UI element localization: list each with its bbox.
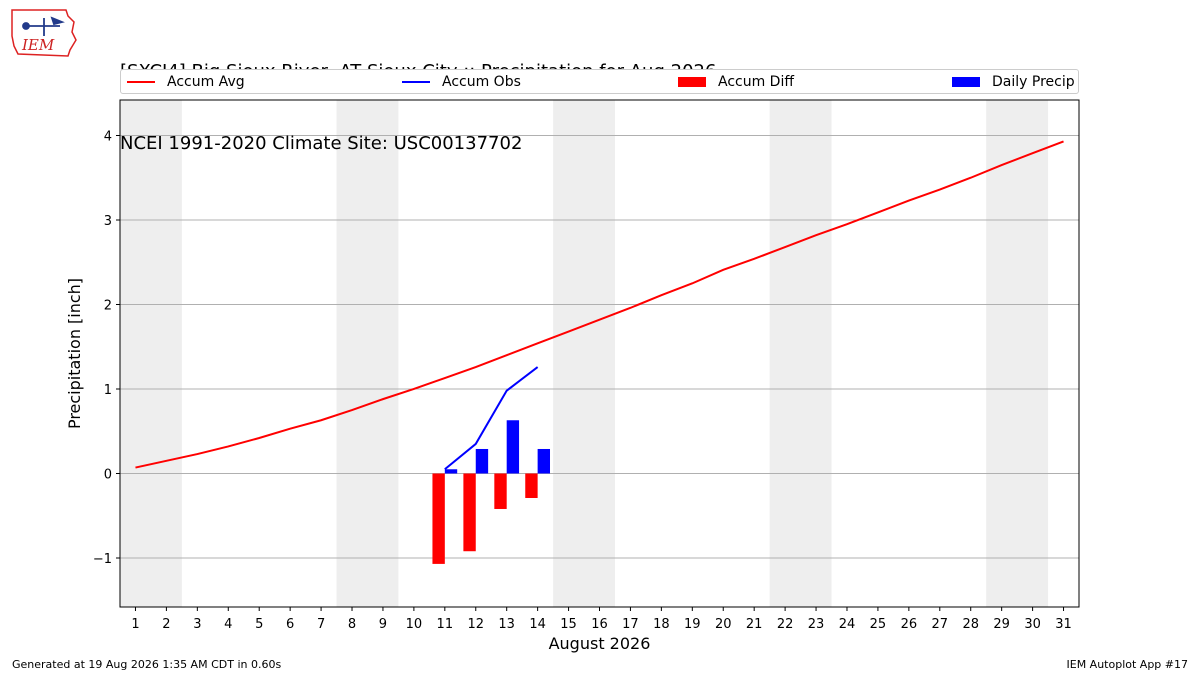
x-tick-label: 13 <box>498 617 515 632</box>
x-tick-label: 9 <box>379 617 387 632</box>
daily-precip-bar <box>475 448 489 474</box>
weekend-band <box>336 100 399 607</box>
accum-diff-bar <box>525 473 538 498</box>
y-axis: −1 0 1 2 3 4 <box>93 129 120 567</box>
legend-item-daily-precip: Daily Precip <box>952 70 1075 94</box>
y-tick-label: 2 <box>104 298 112 313</box>
x-tick-label: 26 <box>901 617 918 632</box>
iem-logo: IEM <box>11 9 77 57</box>
legend-label: Accum Avg <box>167 74 245 90</box>
accum-diff-bar <box>494 473 507 509</box>
legend-label: Accum Obs <box>442 74 521 90</box>
legend: Accum Avg Accum Obs Accum Diff Daily Pre… <box>120 69 1079 94</box>
x-tick-label: 22 <box>777 617 794 632</box>
title-line-2: NCEI 1991-2020 Climate Site: USC00137702 <box>120 133 523 154</box>
x-tick-label: 1 <box>131 617 139 632</box>
x-tick-label: 14 <box>529 617 546 632</box>
x-tick-label: 4 <box>224 617 232 632</box>
y-tick-label: 1 <box>104 383 112 398</box>
x-tick-label: 12 <box>467 617 484 632</box>
weekend-band <box>986 100 1049 607</box>
x-tick-label: 3 <box>193 617 201 632</box>
x-tick-label: 31 <box>1055 617 1072 632</box>
x-tick-label: 25 <box>870 617 887 632</box>
y-tick-label: 4 <box>104 129 112 144</box>
daily-precip-bar <box>506 420 520 474</box>
x-tick-label: 28 <box>962 617 979 632</box>
x-tick-label: 24 <box>839 617 856 632</box>
x-tick-label: 23 <box>808 617 825 632</box>
x-tick-label: 2 <box>162 617 170 632</box>
weekend-band <box>120 100 182 607</box>
x-tick-label: 18 <box>653 617 670 632</box>
x-tick-label: 17 <box>622 617 639 632</box>
footer-app-id: IEM Autoplot App #17 <box>1066 658 1189 671</box>
x-tick-label: 27 <box>932 617 949 632</box>
weekend-band <box>769 100 832 607</box>
accum-diff-bar <box>463 473 476 552</box>
y-tick-label: 0 <box>104 467 112 482</box>
x-tick-label: 30 <box>1024 617 1041 632</box>
x-tick-label: 15 <box>560 617 577 632</box>
x-tick-label: 19 <box>684 617 701 632</box>
legend-item-accum-avg: Accum Avg <box>127 70 245 94</box>
legend-swatch-box <box>952 77 980 87</box>
chart-title: [SXCI4] Big Sioux River AT Sioux City ::… <box>120 12 716 180</box>
y-tick-label: −1 <box>93 552 112 567</box>
x-axis-label: August 2026 <box>549 634 651 653</box>
x-axis: 1 2 3 4 5 6 7 8 9 10 11 12 13 14 15 16 17 18 19 20 21 22 23 24 2… <box>131 607 1072 632</box>
y-gridlines <box>120 134 1079 559</box>
logo-text: IEM <box>21 36 55 54</box>
x-tick-label: 10 <box>406 617 423 632</box>
x-tick-label: 16 <box>591 617 608 632</box>
line-series <box>135 140 1064 471</box>
x-tick-label: 6 <box>286 617 294 632</box>
legend-item-accum-diff: Accum Diff <box>678 70 794 94</box>
x-tick-label: 7 <box>317 617 325 632</box>
legend-label: Accum Diff <box>718 74 795 90</box>
footer-generated: Generated at 19 Aug 2026 1:35 AM CDT in … <box>12 658 282 671</box>
x-tick-label: 11 <box>437 617 454 632</box>
legend-swatch-box <box>678 77 706 87</box>
accum-obs-line <box>444 366 539 471</box>
x-tick-label: 29 <box>993 617 1010 632</box>
x-tick-label: 20 <box>715 617 732 632</box>
y-axis-label: Precipitation [inch] <box>65 278 84 429</box>
accum-avg-line <box>135 140 1064 469</box>
x-tick-label: 21 <box>746 617 763 632</box>
legend-item-accum-obs: Accum Obs <box>402 70 521 94</box>
daily-precip-bar <box>444 469 458 474</box>
x-tick-label: 5 <box>255 617 263 632</box>
y-tick-label: 3 <box>104 214 112 229</box>
daily-precip-bar <box>537 448 551 474</box>
x-tick-label: 8 <box>348 617 356 632</box>
legend-swatch-line <box>402 81 430 83</box>
legend-swatch-line <box>127 81 155 83</box>
weekend-band <box>553 100 615 607</box>
bar-series <box>432 420 551 564</box>
iowa-outline-icon <box>11 9 77 57</box>
accum-diff-bar <box>432 473 445 564</box>
legend-label: Daily Precip <box>992 74 1075 90</box>
weather-station-icon <box>22 16 65 36</box>
weekend-shading <box>120 100 1049 607</box>
